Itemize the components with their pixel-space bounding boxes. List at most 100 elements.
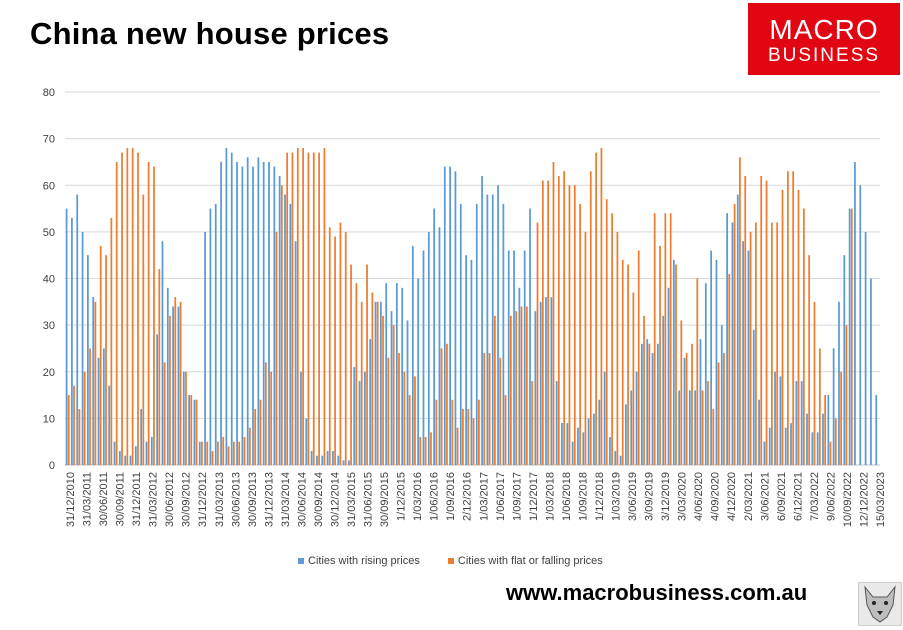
bar-falling bbox=[174, 297, 177, 465]
x-tick-label: 2/12/2016 bbox=[462, 472, 474, 521]
x-tick-label: 30/09/2011 bbox=[115, 472, 127, 526]
bar-falling bbox=[595, 152, 597, 466]
bar-falling bbox=[462, 409, 464, 465]
bar-falling bbox=[296, 147, 299, 465]
bar-rising bbox=[193, 399, 196, 465]
y-tick-label: 0 bbox=[49, 460, 55, 472]
bar-falling bbox=[232, 441, 235, 465]
bar-rising bbox=[848, 208, 851, 465]
bar-falling bbox=[206, 441, 209, 465]
x-tick-label: 31/12/2010 bbox=[65, 472, 77, 527]
bar-rising bbox=[417, 278, 420, 465]
bar-rising bbox=[278, 175, 281, 465]
x-tick-label: 1/09/2016 bbox=[445, 472, 457, 521]
bar-rising bbox=[710, 250, 713, 465]
bar-rising bbox=[438, 227, 441, 465]
bar-falling bbox=[158, 269, 161, 465]
bar-falling bbox=[845, 325, 848, 466]
bar-falling bbox=[142, 194, 145, 465]
bar-falling bbox=[318, 152, 320, 466]
y-tick-label: 30 bbox=[43, 320, 55, 332]
x-tick-label: 2/03/2021 bbox=[743, 472, 755, 521]
y-tick-label: 20 bbox=[43, 367, 55, 379]
bar-falling bbox=[531, 381, 534, 465]
bar-falling bbox=[818, 348, 821, 465]
bar-rising bbox=[166, 287, 169, 465]
bar-rising bbox=[603, 371, 606, 465]
bar-rising bbox=[459, 203, 462, 465]
bar-rising bbox=[71, 217, 73, 465]
bar-falling bbox=[675, 264, 677, 465]
x-tick-label: 30/09/2015 bbox=[379, 472, 391, 527]
bar-rising bbox=[672, 259, 675, 465]
x-tick-label: 1/12/2018 bbox=[594, 472, 606, 521]
bar-falling bbox=[600, 147, 603, 465]
bar-falling bbox=[424, 437, 427, 465]
x-tick-label: 4/12/2020 bbox=[726, 472, 738, 521]
bar-rising bbox=[433, 208, 436, 465]
bar-rising bbox=[545, 297, 547, 465]
bar-rising bbox=[523, 250, 526, 465]
bar-falling bbox=[451, 399, 454, 465]
x-tick-label: 1/03/2016 bbox=[412, 472, 424, 521]
bar-rising bbox=[656, 343, 659, 465]
bar-falling bbox=[707, 381, 709, 465]
bar-rising bbox=[784, 427, 787, 465]
bar-falling bbox=[611, 213, 613, 465]
bar-rising bbox=[353, 367, 356, 465]
x-tick-label: 31/06/2015 bbox=[363, 472, 375, 527]
x-tick-label: 30/12/2014 bbox=[330, 472, 342, 527]
bar-falling bbox=[749, 231, 752, 466]
bar-rising bbox=[731, 222, 734, 465]
legend: Cities with rising prices Cities with fl… bbox=[298, 555, 631, 567]
x-tick-label: 3/09/2019 bbox=[644, 472, 656, 521]
x-tick-label: 30/09/2013 bbox=[247, 472, 259, 527]
bar-falling bbox=[382, 315, 384, 465]
x-tick-label: 30/06/2014 bbox=[296, 472, 308, 527]
bar-rising bbox=[134, 446, 137, 465]
x-tick-label: 30/06/2012 bbox=[164, 472, 176, 527]
bar-rising bbox=[475, 203, 478, 465]
bar-rising bbox=[108, 385, 111, 465]
bar-rising bbox=[385, 283, 388, 465]
bar-rising bbox=[678, 390, 681, 465]
bar-rising bbox=[811, 432, 814, 465]
bar-falling bbox=[222, 437, 225, 465]
bar-rising bbox=[150, 437, 153, 465]
bar-falling bbox=[360, 301, 363, 465]
bar-rising bbox=[571, 441, 574, 465]
bar-falling bbox=[653, 213, 656, 465]
bar-rising bbox=[236, 161, 238, 465]
bar-rising bbox=[758, 399, 760, 465]
bar-falling bbox=[227, 446, 230, 465]
legend-item-falling: Cities with flat or falling prices bbox=[447, 555, 603, 567]
bar-falling bbox=[115, 161, 118, 465]
bar-falling bbox=[163, 362, 166, 465]
x-tick-label: 1/03/2018 bbox=[544, 472, 556, 521]
bar-rising bbox=[92, 297, 95, 465]
bar-rising bbox=[348, 460, 350, 465]
bar-rising bbox=[507, 250, 510, 465]
gridlines bbox=[65, 91, 880, 466]
bar-rising bbox=[220, 161, 222, 465]
bar-rising bbox=[209, 208, 212, 465]
bar-falling bbox=[771, 222, 773, 465]
bar-rising bbox=[614, 451, 617, 465]
bar-rising bbox=[246, 157, 249, 465]
bar-rising bbox=[699, 339, 702, 465]
bar-rising bbox=[539, 301, 542, 465]
bar-falling bbox=[733, 203, 736, 465]
bar-falling bbox=[755, 222, 757, 465]
bar-falling bbox=[563, 171, 566, 465]
bar-rising bbox=[806, 413, 808, 465]
bar-falling bbox=[547, 180, 550, 465]
bar-falling bbox=[312, 152, 315, 466]
bar-rising bbox=[870, 278, 872, 465]
bar-falling bbox=[73, 385, 75, 465]
bar-falling bbox=[387, 357, 390, 465]
bar-falling bbox=[195, 399, 198, 465]
bar-falling bbox=[520, 306, 523, 465]
bar-falling bbox=[392, 325, 395, 466]
y-tick-label: 10 bbox=[43, 413, 55, 425]
bar-rising bbox=[374, 301, 377, 465]
